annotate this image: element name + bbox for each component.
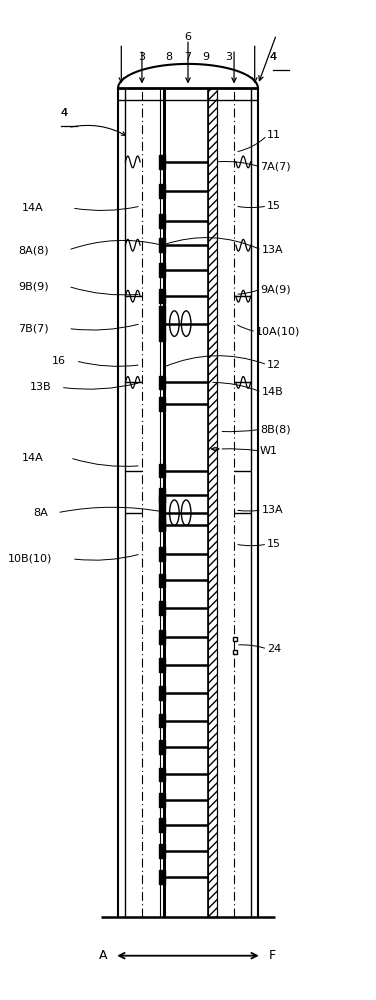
Text: 8B(8): 8B(8) [260, 424, 291, 434]
Text: 4: 4 [61, 108, 68, 118]
Text: 6: 6 [185, 32, 191, 42]
Text: 4: 4 [269, 52, 276, 62]
Text: 12: 12 [267, 360, 281, 370]
Text: 10B(10): 10B(10) [8, 554, 52, 564]
Text: 13A: 13A [262, 505, 284, 515]
Text: F: F [269, 949, 276, 962]
Text: 3: 3 [225, 52, 232, 62]
Text: 9A(9): 9A(9) [260, 284, 291, 294]
Text: 14A: 14A [22, 453, 44, 463]
Text: 10A(10): 10A(10) [256, 326, 300, 336]
Text: 14B: 14B [262, 387, 284, 397]
Text: 13A: 13A [262, 245, 284, 255]
Text: 4: 4 [269, 52, 276, 62]
Text: 24: 24 [267, 644, 282, 654]
Text: W1: W1 [260, 446, 278, 456]
Text: 16: 16 [52, 356, 66, 366]
Text: 11: 11 [267, 130, 281, 140]
Text: 15: 15 [267, 201, 281, 211]
Text: 15: 15 [267, 539, 281, 549]
Text: 9: 9 [202, 52, 209, 62]
Text: 8A(8): 8A(8) [18, 245, 49, 255]
Text: 9B(9): 9B(9) [18, 281, 49, 291]
Text: A: A [99, 949, 107, 962]
Text: 8: 8 [165, 52, 172, 62]
Text: 7A(7): 7A(7) [260, 162, 291, 172]
Text: 4: 4 [61, 108, 68, 118]
Text: 14A: 14A [22, 203, 44, 213]
Text: 3: 3 [138, 52, 146, 62]
Text: 7: 7 [185, 52, 191, 62]
Text: 7B(7): 7B(7) [18, 324, 49, 334]
Bar [208, 88, 217, 916]
Text: 8A: 8A [33, 508, 48, 518]
Text: 13B: 13B [30, 382, 51, 392]
